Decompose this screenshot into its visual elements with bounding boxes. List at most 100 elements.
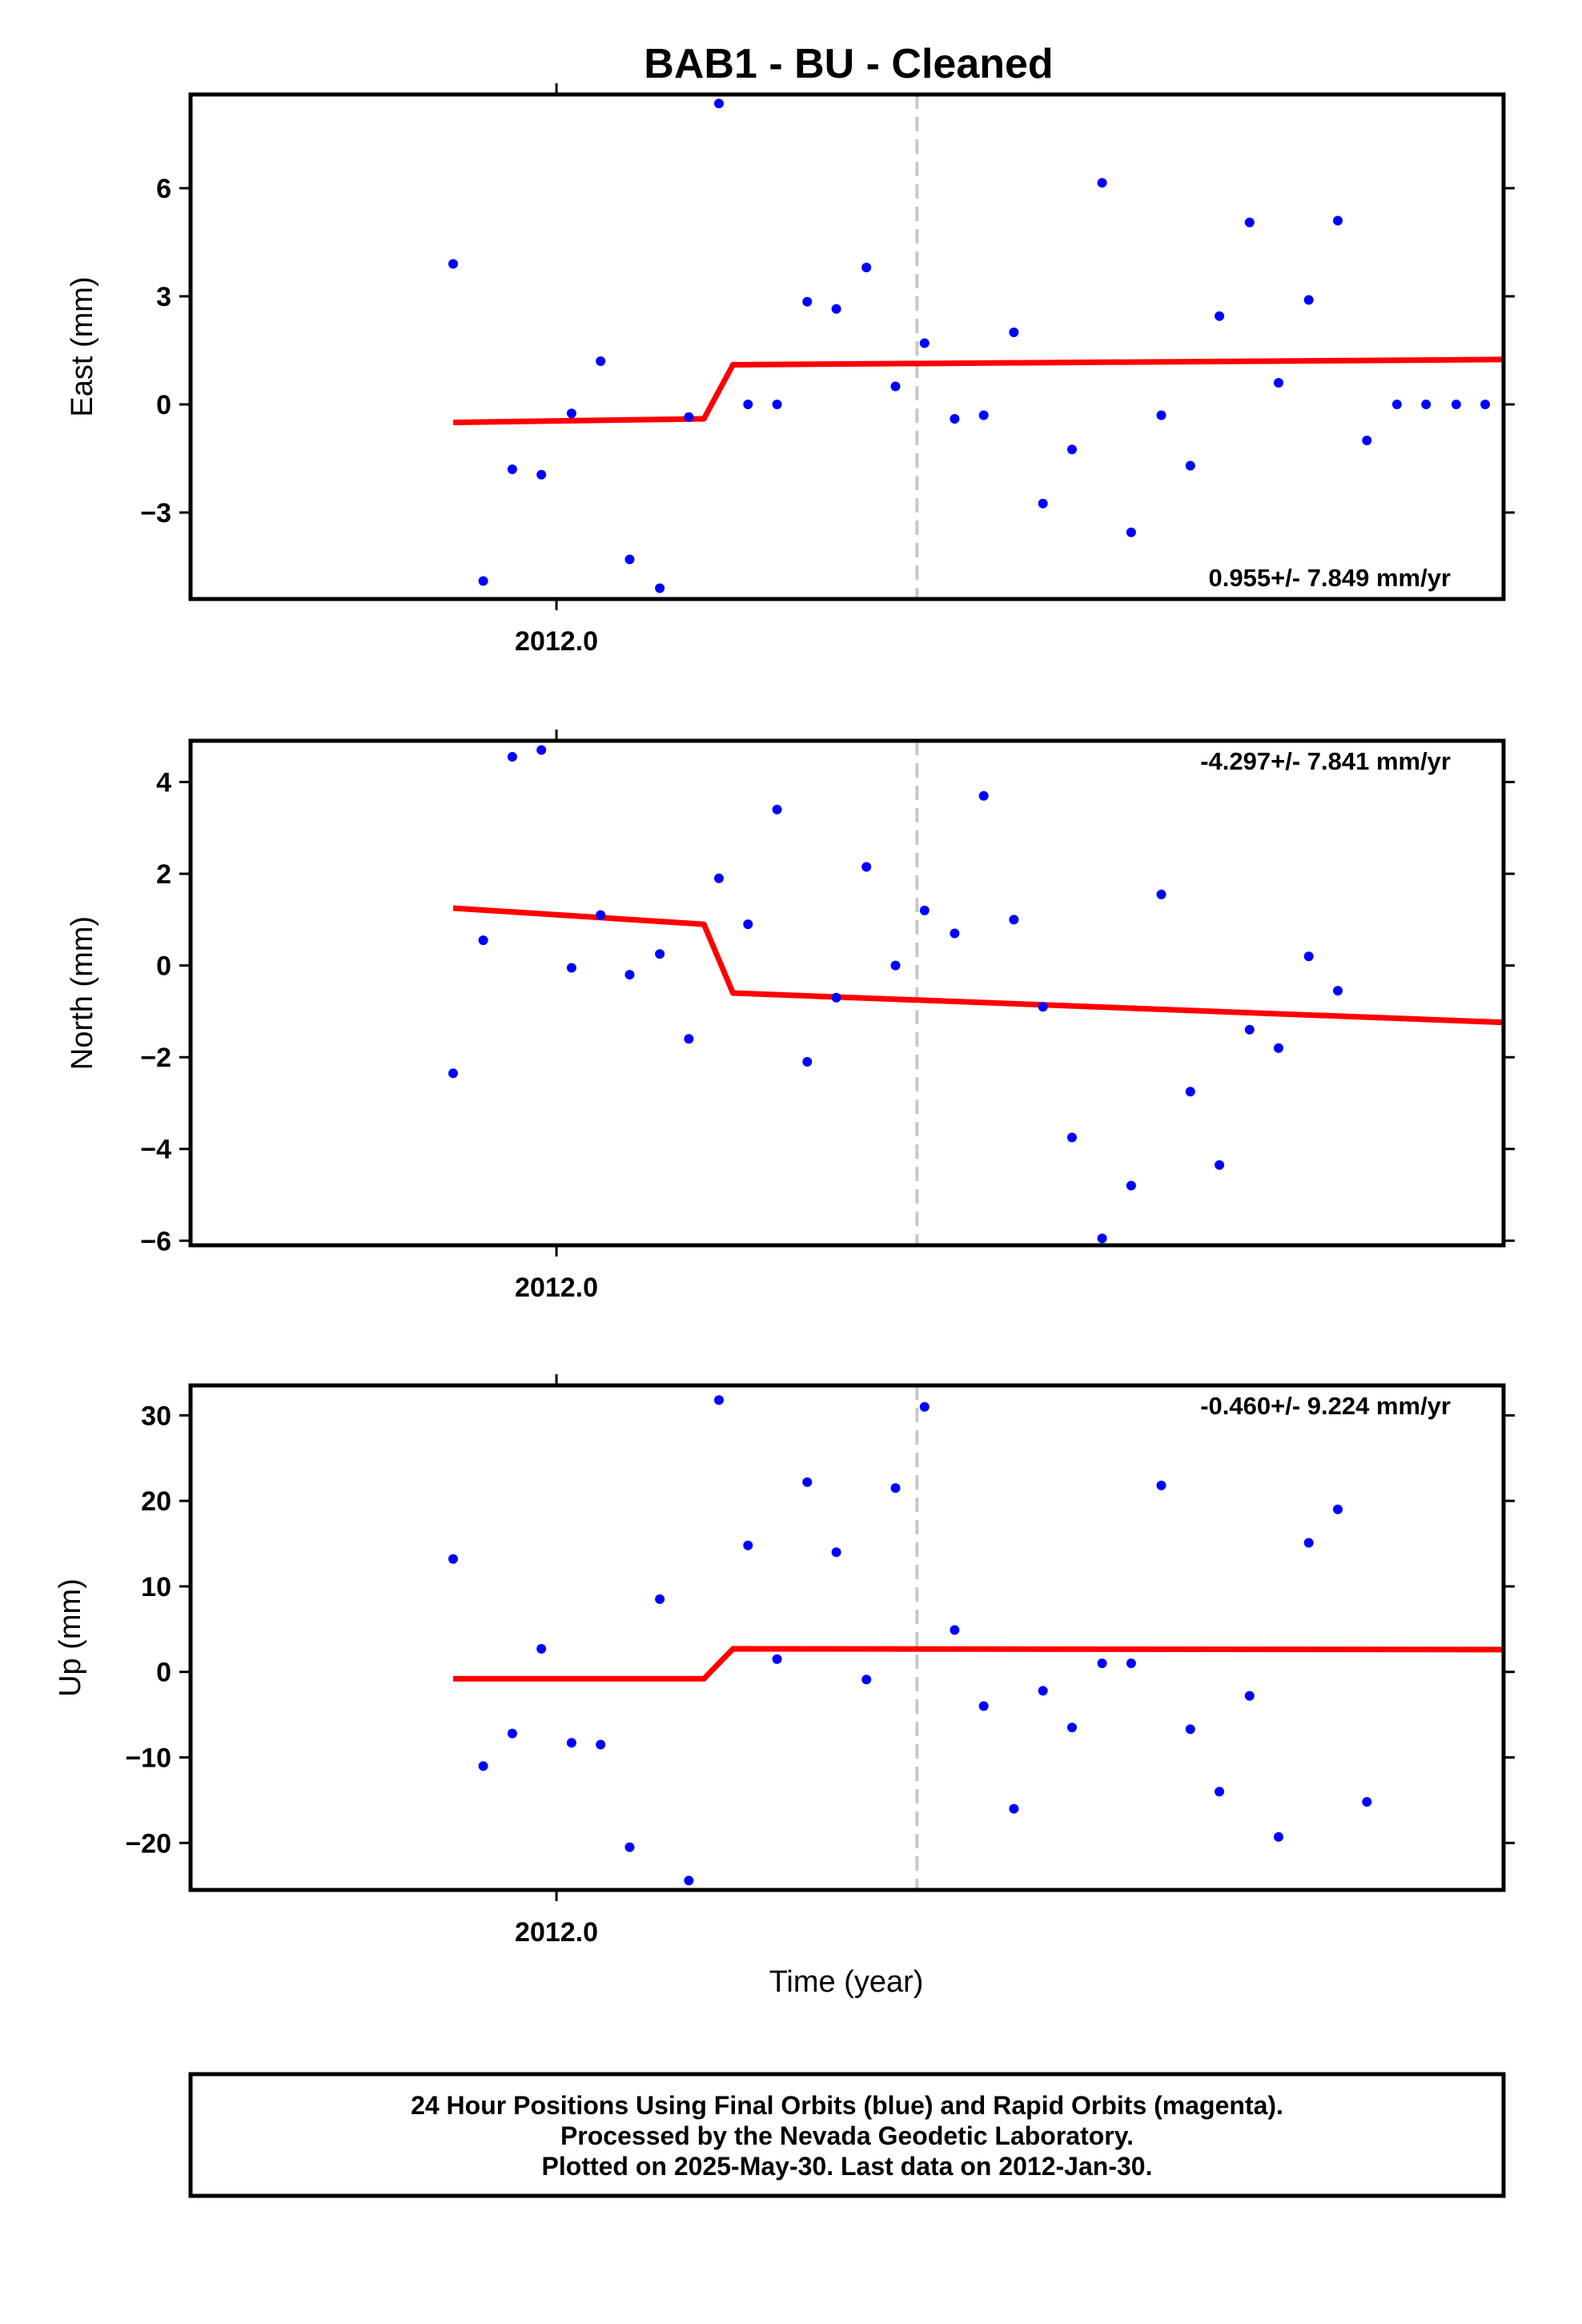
data-point bbox=[1333, 986, 1343, 996]
data-point bbox=[536, 469, 547, 480]
footer-line-3: Plotted on 2025-May-30. Last data on 201… bbox=[542, 2152, 1153, 2181]
data-point bbox=[1185, 460, 1195, 471]
data-point bbox=[448, 1068, 458, 1079]
data-point bbox=[802, 1477, 813, 1487]
data-point bbox=[772, 1654, 782, 1664]
data-point bbox=[448, 259, 458, 269]
data-point bbox=[448, 1554, 458, 1564]
data-point bbox=[1391, 400, 1402, 409]
plot-area bbox=[448, 94, 1504, 599]
data-point bbox=[1215, 1787, 1225, 1797]
y-tick-label: 4 bbox=[156, 768, 171, 798]
x-tick-label: 2012.0 bbox=[515, 626, 598, 657]
data-point bbox=[950, 1625, 960, 1635]
y-tick-label: −10 bbox=[125, 1743, 171, 1773]
x-tick-label: 2012.0 bbox=[515, 1273, 598, 1303]
data-point bbox=[861, 263, 872, 272]
data-point bbox=[684, 412, 694, 422]
panel-3: 30 20 10 0 −10 −20 2012.0 Up (mm) -0.460+/- 9.22… bbox=[54, 1374, 1515, 1948]
data-point bbox=[624, 1842, 635, 1852]
data-point bbox=[978, 1701, 989, 1711]
data-point bbox=[1274, 1831, 1283, 1842]
data-point bbox=[596, 910, 606, 920]
rate-label: -4.297+/- 7.841 mm/yr bbox=[1200, 747, 1451, 775]
data-point bbox=[1009, 915, 1019, 925]
data-point bbox=[772, 804, 782, 814]
y-axis-label: North (mm) bbox=[66, 916, 99, 1070]
data-point bbox=[1215, 311, 1225, 321]
data-point bbox=[1333, 1504, 1343, 1514]
fit-line bbox=[453, 1646, 1504, 1682]
data-point bbox=[1038, 498, 1048, 509]
data-point bbox=[714, 873, 724, 883]
fit-line bbox=[452, 356, 1504, 425]
data-point bbox=[1480, 400, 1491, 409]
data-point bbox=[919, 338, 930, 348]
data-point bbox=[655, 583, 665, 593]
data-point bbox=[684, 1034, 694, 1044]
data-point bbox=[1126, 527, 1136, 537]
data-point bbox=[507, 752, 517, 762]
data-point bbox=[1333, 215, 1343, 226]
data-point bbox=[1156, 1480, 1166, 1490]
y-tick-label: 0 bbox=[156, 1658, 171, 1688]
y-tick-label: 0 bbox=[156, 951, 171, 982]
data-point bbox=[714, 99, 724, 109]
x-axis-label: Time (year) bbox=[769, 1965, 924, 1999]
data-point bbox=[596, 356, 606, 366]
data-point bbox=[890, 1483, 901, 1494]
data-point bbox=[1421, 400, 1431, 409]
data-point bbox=[624, 970, 635, 980]
y-tick-label: −20 bbox=[125, 1828, 171, 1859]
data-point bbox=[714, 1395, 724, 1405]
data-point bbox=[478, 576, 488, 586]
data-point bbox=[1009, 1803, 1019, 1814]
data-point bbox=[890, 960, 901, 971]
data-point bbox=[772, 400, 782, 409]
data-point bbox=[1362, 436, 1372, 445]
plot-frame bbox=[188, 738, 1506, 1248]
data-point bbox=[1274, 1043, 1283, 1053]
y-tick-label: −3 bbox=[140, 498, 171, 529]
data-point bbox=[566, 963, 576, 973]
data-point bbox=[831, 1547, 841, 1558]
data-point bbox=[1009, 328, 1019, 337]
data-point bbox=[1067, 1723, 1077, 1733]
y-axis-label: East (mm) bbox=[66, 276, 99, 416]
y-tick-label: −2 bbox=[140, 1043, 171, 1073]
data-point bbox=[978, 410, 989, 420]
plot-frame bbox=[188, 92, 1506, 601]
y-axis-label: Up (mm) bbox=[54, 1578, 87, 1697]
data-point bbox=[536, 745, 547, 755]
footer-frame bbox=[188, 2072, 1506, 2198]
data-point bbox=[802, 1056, 813, 1067]
data-point bbox=[1038, 1002, 1048, 1012]
data-point bbox=[861, 1675, 872, 1685]
data-point bbox=[1067, 1132, 1077, 1143]
data-point bbox=[536, 1643, 547, 1654]
data-point bbox=[1126, 1180, 1136, 1191]
data-point bbox=[655, 1594, 665, 1604]
data-point bbox=[743, 919, 753, 930]
y-tick-label: 3 bbox=[156, 282, 171, 312]
data-point bbox=[890, 381, 901, 392]
footer-line-1: 24 Hour Positions Using Final Orbits (bl… bbox=[411, 2091, 1283, 2120]
data-point bbox=[1067, 444, 1077, 455]
data-point bbox=[1185, 1724, 1195, 1735]
y-tick-label: 10 bbox=[141, 1572, 171, 1602]
data-point bbox=[743, 1540, 753, 1550]
data-point bbox=[1038, 1686, 1048, 1696]
panel-2: 4 2 0 −2 −4 −6 2012.0 North (mm) -4.297+/- 7.841… bbox=[66, 730, 1515, 1303]
y-tick-label: −4 bbox=[140, 1135, 171, 1165]
data-point bbox=[743, 400, 753, 409]
footer-line-2: Processed by the Nevada Geodetic Laborat… bbox=[560, 2121, 1134, 2150]
data-point bbox=[684, 1876, 694, 1886]
data-point bbox=[596, 1739, 606, 1750]
plot-area bbox=[448, 741, 1504, 1245]
y-tick-label: 20 bbox=[141, 1486, 171, 1517]
data-point bbox=[1126, 1659, 1136, 1668]
data-point bbox=[978, 790, 989, 801]
data-point bbox=[1156, 889, 1166, 899]
data-point bbox=[1303, 951, 1314, 962]
